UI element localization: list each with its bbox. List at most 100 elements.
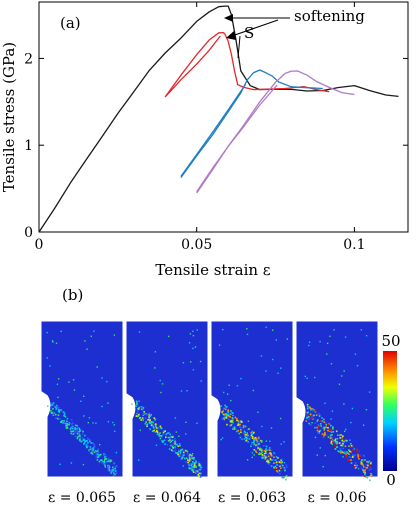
strain-speck [170,449,173,451]
strain-speck [251,452,254,454]
strain-speck [261,454,264,456]
colorbar-max-label: 50 [381,332,400,350]
strain-speck [263,452,266,455]
strain-speck [59,418,61,420]
strain-speck [190,459,193,461]
strain-speck [252,437,254,440]
strain-speck [285,464,288,467]
strain-speck [190,467,192,469]
strain-speck [231,423,234,425]
strain-speck [97,450,99,452]
strain-speck [366,467,369,469]
strain-speck [330,424,332,427]
strain-speck [317,419,319,421]
strain-speck [323,421,325,423]
strain-speck [362,424,365,426]
strain-speck [338,442,341,444]
strain-speck [280,367,282,369]
strain-speck [88,450,90,452]
strain-speck [182,451,185,454]
strain-speck [151,423,154,425]
strain-speck [101,405,103,408]
strain-speck [357,456,360,458]
strain-speck [319,340,321,343]
strain-speck [226,393,229,395]
strain-speck [243,438,246,440]
strain-speck [187,459,189,461]
y-axis-label: Tensile stress (GPa) [0,42,18,192]
snapshot-panel: ε = 0.063 [211,321,293,505]
strain-speck [259,453,261,455]
s-label: S [244,24,254,42]
strain-speck [258,452,261,454]
strain-speck [156,433,159,436]
strain-speck [370,468,372,470]
strain-speck [101,377,103,379]
strain-speck [174,446,176,448]
strain-speck [225,416,228,419]
strain-speck [356,365,359,367]
strain-speck [168,448,171,450]
strain-speck [76,437,79,440]
strain-speck [76,428,78,430]
strain-speck [232,422,234,424]
strain-speck [321,433,324,435]
strain-speck [263,445,265,447]
strain-speck [220,438,222,441]
strain-speck [101,462,104,464]
strain-speck [339,434,341,437]
strain-speck [156,427,158,429]
strain-speck [199,474,202,476]
strain-speck [222,413,224,415]
strain-speck [336,442,338,445]
strain-speck [361,462,363,464]
strain-speck [223,391,225,394]
strain-speck [164,430,166,432]
strain-speck [228,384,230,386]
strain-speck [285,475,288,477]
strain-speck [350,421,352,424]
strain-speck [354,467,357,469]
strain-speck [178,443,181,445]
strain-speck [222,418,225,421]
strain-speck [336,441,338,443]
strain-speck [192,461,194,463]
strain-speck [179,453,181,456]
strain-speck [268,463,270,466]
strain-speck [98,460,101,463]
strain-speck [360,461,362,464]
y-tick-label: 1 [24,138,33,154]
strain-speck [158,435,161,437]
strain-speck [268,461,271,464]
strain-speck [195,460,197,463]
strain-speck [359,455,362,457]
strain-speck [345,428,347,431]
strain-speck [278,461,281,464]
strain-speck [140,406,143,408]
strain-speck [225,415,228,418]
strain-speck [194,469,197,472]
strain-speck [154,428,156,431]
strain-speck [364,473,366,476]
snapshot-panel: ε = 0.06 [296,321,378,505]
strain-speck [149,428,151,430]
strain-speck [310,417,313,420]
strain-speck [286,338,288,340]
strain-speck [317,424,320,426]
strain-speck [200,380,202,382]
strain-speck [304,375,306,378]
strain-speck [91,448,94,450]
strain-speck [350,443,352,445]
strain-speck [71,430,74,433]
strain-speck [178,451,180,453]
strain-speck [324,402,326,404]
strain-speck [225,414,228,416]
strain-speck [138,459,140,461]
strain-speck [318,430,321,433]
strain-speck [365,335,368,337]
strain-speck [154,351,157,353]
strain-speck [252,389,255,392]
strain-speck [198,464,200,467]
strain-speck [80,429,83,431]
strain-speck [354,464,356,467]
